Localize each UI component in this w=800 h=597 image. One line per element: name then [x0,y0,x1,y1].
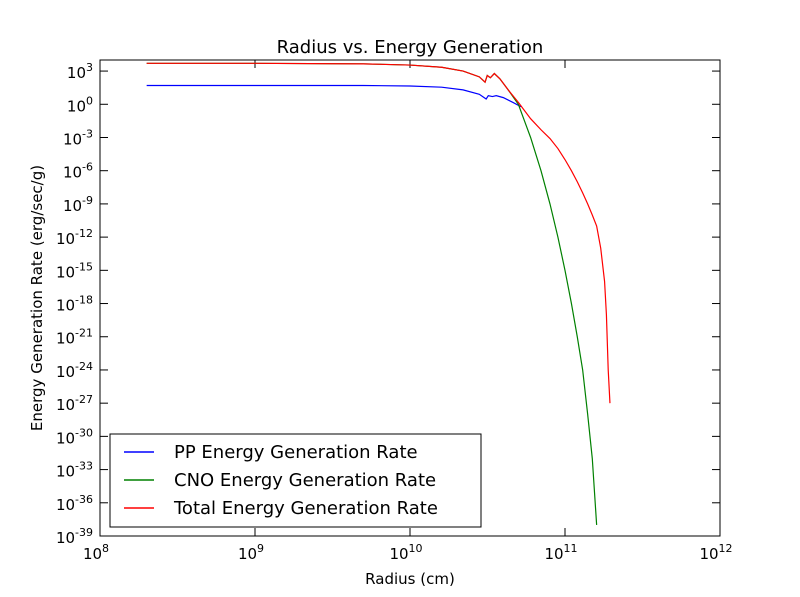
y-tick-label: 10-36 [56,493,93,514]
y-tick-label: 10-24 [56,360,93,381]
x-tick-label: 109 [238,542,264,563]
series-line-3 [146,62,611,404]
y-axis-label: Energy Generation Rate (erg/sec/g) [28,165,46,431]
y-tick-label: 10-15 [56,260,93,281]
y-tick-label: 103 [67,61,93,82]
legend-label: PP Energy Generation Rate [174,442,418,463]
series-line-1 [146,84,522,108]
x-tick-label: 108 [83,542,109,563]
y-tick-label: 10-39 [56,526,93,547]
series-lines [146,62,611,525]
y-tick-label: 10-30 [56,426,93,447]
legend: PP Energy Generation Rate CNO Energy Gene… [109,433,482,528]
legend-box [109,433,482,528]
y-tick-label: 10-12 [56,227,93,248]
y-tick-label: 10-9 [63,194,93,215]
y-tick-label: 100 [67,94,93,115]
chart-title: Radius vs. Energy Generation [277,37,544,58]
y-tick-label: 10-3 [63,127,93,148]
x-axis: 108 109 1010 1011 1012 [83,60,733,563]
x-axis-label: Radius (cm) [365,570,455,588]
legend-label: CNO Energy Generation Rate [174,470,436,491]
y-tick-label: 10-33 [56,460,93,481]
y-tick-label: 10-18 [56,294,93,315]
y-tick-label: 10-21 [56,327,93,348]
x-tick-label: 1012 [699,542,732,563]
legend-label: Total Energy Generation Rate [173,498,438,519]
x-tick-label: 1011 [544,542,577,563]
y-tick-label: 10-6 [63,161,93,182]
y-tick-label: 10-27 [56,393,93,414]
x-tick-label: 1010 [389,542,422,563]
y-axis: 103 100 10-3 10-6 10-9 10-12 10-15 10-18 10-21 10… [56,61,720,547]
